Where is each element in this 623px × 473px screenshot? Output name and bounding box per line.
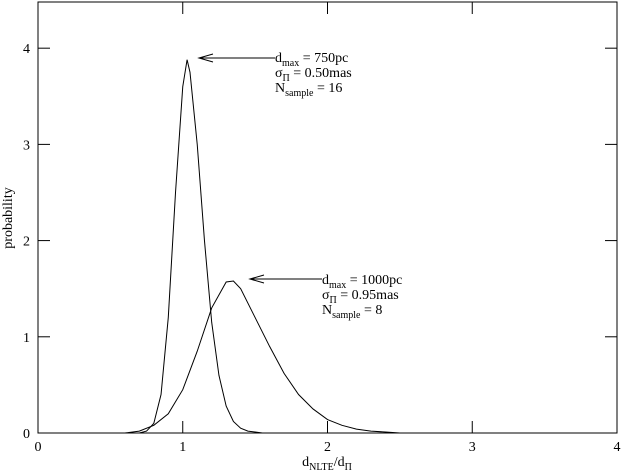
x-tick-label: 0 bbox=[35, 440, 42, 455]
annotation-line: Nsample = 16 bbox=[275, 81, 342, 99]
annotation-line-part: max bbox=[329, 280, 346, 291]
annotation-line-part: Π bbox=[283, 73, 290, 84]
annotation-line-part: N bbox=[275, 81, 285, 96]
annotation-line-part: σ bbox=[322, 288, 330, 303]
arrow bbox=[197, 53, 275, 63]
x-tick-label: 4 bbox=[614, 440, 621, 455]
x-tick-label: 1 bbox=[179, 440, 186, 455]
x-axis-label-part: Π bbox=[345, 462, 352, 473]
data-line bbox=[124, 280, 400, 434]
annotation-line-part: max bbox=[282, 58, 299, 69]
annotation-line: Nsample = 8 bbox=[322, 303, 382, 321]
x-axis-label-part: /d bbox=[334, 455, 345, 470]
x-axis-label: dNLTE/dΠ bbox=[302, 455, 352, 473]
y-tick-label: 4 bbox=[23, 42, 30, 57]
y-tick-label: 0 bbox=[23, 427, 30, 442]
annotation-line: dmax = 750pc bbox=[275, 51, 348, 69]
annotation-line-part: Π bbox=[330, 295, 337, 306]
annotation-line-part: = 0.95mas bbox=[337, 288, 399, 303]
annotation-line-part: = 16 bbox=[313, 81, 342, 96]
annotation-line-part: = 750pc bbox=[299, 51, 348, 66]
y-tick-label: 1 bbox=[23, 331, 30, 346]
annotation-line-part: sample bbox=[332, 310, 361, 321]
annotation-line-part: = 1000pc bbox=[346, 273, 402, 288]
annotation-line: dmax = 1000pc bbox=[322, 273, 402, 291]
annotation-line-part: = 0.50mas bbox=[290, 66, 352, 81]
y-axis-label: probability bbox=[1, 187, 16, 248]
annotation-line-part: sample bbox=[285, 88, 314, 99]
annotation-line: σΠ = 0.95mas bbox=[322, 288, 399, 306]
annotation-line: σΠ = 0.50mas bbox=[275, 66, 352, 84]
x-axis-label-part: d bbox=[302, 455, 309, 470]
annotation-line-part: d bbox=[322, 273, 329, 288]
annotation-line-part: N bbox=[322, 303, 332, 318]
annotation-line-part: = 8 bbox=[360, 303, 382, 318]
x-tick-label: 3 bbox=[469, 440, 476, 455]
x-tick-label: 2 bbox=[324, 440, 331, 455]
annotation-line-part: d bbox=[275, 51, 282, 66]
data-line bbox=[139, 59, 263, 434]
y-tick-label: 2 bbox=[23, 235, 30, 250]
annotation-line-part: σ bbox=[275, 66, 283, 81]
x-axis-label-part: NLTE bbox=[309, 462, 334, 473]
arrow bbox=[248, 274, 322, 284]
y-tick-label: 3 bbox=[23, 138, 30, 153]
